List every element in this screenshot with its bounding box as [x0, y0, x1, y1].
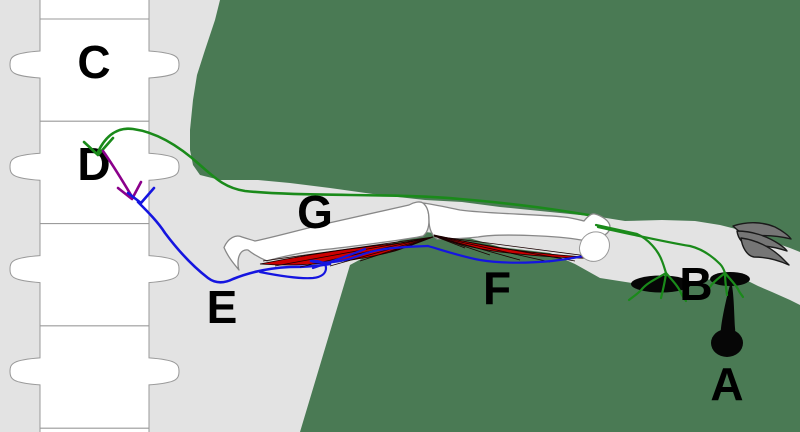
svg-text:C: C [77, 36, 110, 88]
svg-text:G: G [297, 186, 333, 238]
svg-text:F: F [483, 262, 511, 314]
svg-text:E: E [207, 281, 238, 333]
svg-text:A: A [710, 358, 743, 410]
svg-text:B: B [679, 258, 712, 310]
